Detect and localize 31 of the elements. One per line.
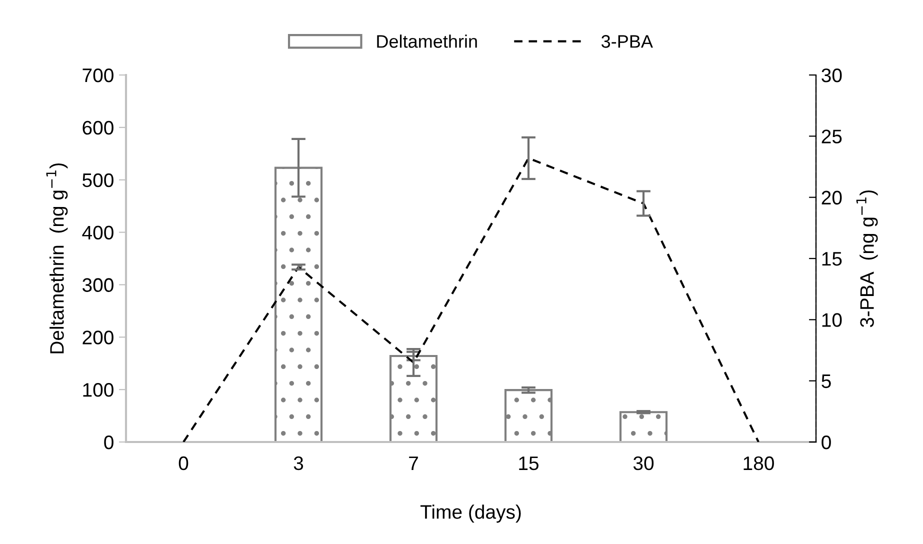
x-tick-label: 30 [633,456,654,470]
y-tick-label: 200 [82,330,114,344]
y2-tick-label: 0 [822,435,831,450]
y-axis-title: Deltamethrin (ng g$^{−1}$) [46,163,68,354]
y2-tick-label: 5 [822,374,831,388]
y-tick-label: 400 [82,226,114,240]
x-tick-label: 7 [409,456,418,470]
y2-tick-label: 25 [822,130,842,144]
line-series [182,157,760,442]
x-tick-label: 180 [744,456,774,470]
y2-tick-label: 15 [822,252,842,266]
y-tick-label: 700 [82,68,114,82]
bar [389,354,438,442]
y-tick-label: 600 [82,120,114,135]
y2-axis-title: 3-PBA (ng g$^{−1}$) [856,190,878,328]
y2-tick-label: 20 [822,190,842,205]
bar [274,166,323,442]
y-tick-label: 100 [83,383,114,397]
legend-label: 3-PBA [601,35,653,48]
bar [504,389,553,442]
bar [619,411,668,442]
x-tick-label: 3 [294,456,304,470]
x-axis-title: Time (days) [420,504,521,523]
y-tick-label: 500 [82,173,114,188]
x-tick-label: 0 [178,456,188,470]
y2-tick-label: 10 [822,313,842,327]
y2-tick-label: 30 [822,68,842,82]
y-tick-label: 0 [104,435,114,450]
x-tick-label: 15 [519,456,538,470]
legend-label: Deltamethrin [377,34,477,48]
y-tick-label: 300 [82,278,114,292]
